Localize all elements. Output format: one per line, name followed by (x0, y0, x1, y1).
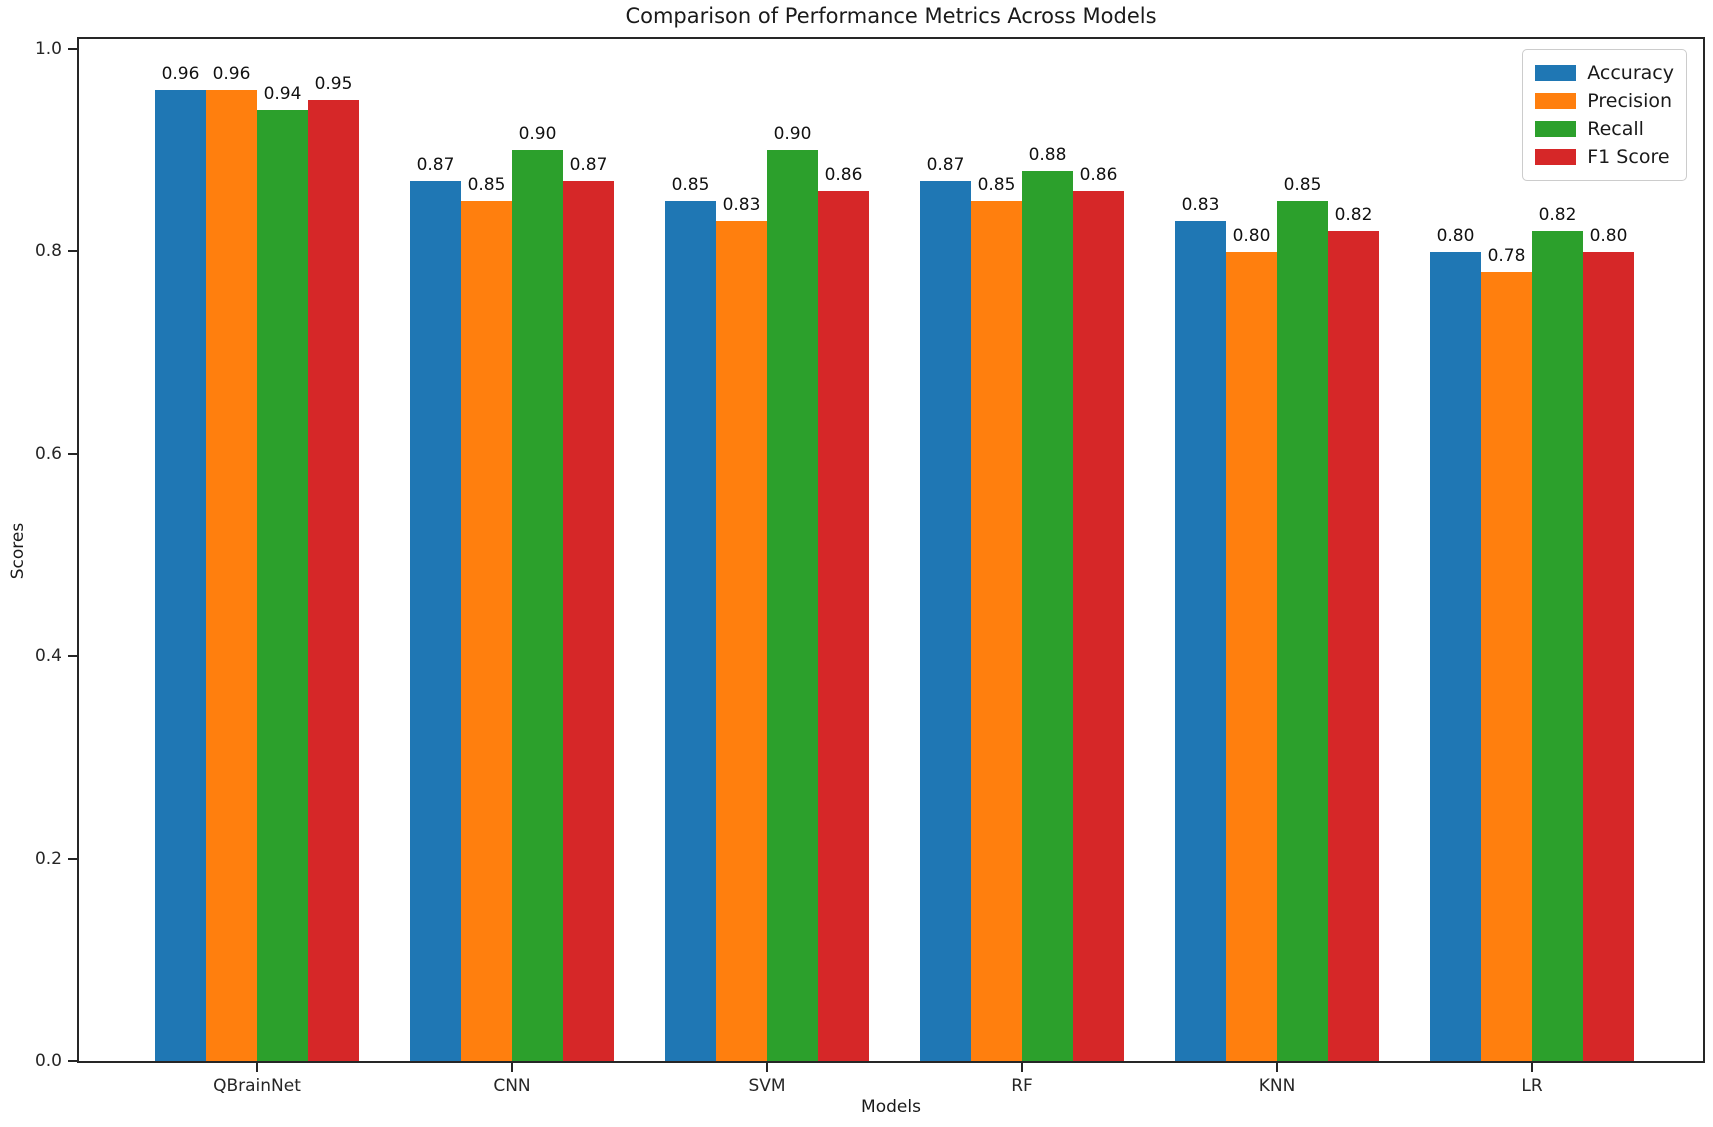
bar-value-label: 0.85 (671, 174, 710, 195)
y-tick-label: 0.6 (34, 443, 62, 464)
bar-recall-rf (1022, 170, 1073, 1061)
y-tick-label: 0.4 (34, 646, 62, 667)
bar-value-label: 0.78 (1487, 245, 1526, 266)
y-tick-label: 1.0 (34, 39, 62, 60)
bar-precision-cnn (461, 200, 512, 1061)
legend-swatch-recall (1535, 121, 1577, 137)
bar-value-label: 0.85 (467, 174, 506, 195)
bar-f1-score-qbrainnet (308, 99, 359, 1061)
bar-value-label: 0.85 (977, 174, 1016, 195)
y-tick-mark (68, 655, 77, 658)
bar-value-label: 0.95 (314, 73, 353, 94)
legend-item-precision: Precision (1535, 87, 1674, 115)
bar-value-label: 0.83 (722, 195, 761, 216)
bar-value-label: 0.86 (1079, 164, 1118, 185)
bar-value-label: 0.86 (824, 164, 863, 185)
y-axis-label: Scores (8, 522, 28, 580)
bar-value-label: 0.94 (263, 83, 302, 104)
bar-recall-qbrainnet (257, 109, 308, 1061)
y-tick-mark (68, 857, 77, 860)
y-tick-mark (68, 250, 77, 253)
bar-value-label: 0.88 (1028, 144, 1067, 165)
bar-precision-qbrainnet (206, 89, 257, 1061)
bar-accuracy-qbrainnet (155, 89, 206, 1061)
x-tick-mark (1531, 1063, 1533, 1072)
bar-value-label: 0.82 (1538, 205, 1577, 226)
legend: Accuracy Precision Recall F1 Score (1522, 49, 1687, 181)
bar-value-label: 0.96 (161, 63, 200, 84)
bar-accuracy-cnn (410, 180, 461, 1061)
legend-item-accuracy: Accuracy (1535, 59, 1674, 87)
legend-label: Recall (1587, 118, 1644, 140)
bar-value-label: 0.90 (773, 124, 812, 145)
bar-accuracy-svm (665, 200, 716, 1061)
x-tick-label-cnn: CNN (493, 1076, 531, 1096)
legend-swatch-accuracy (1535, 65, 1577, 81)
y-tick-label: 0.0 (34, 1051, 62, 1071)
y-tick-mark (68, 1060, 77, 1062)
bar-recall-cnn (512, 150, 563, 1061)
legend-label: F1 Score (1587, 146, 1670, 168)
plot-area: 0.96 0.96 0.94 0.95 0.87 0.85 0.90 0.87 0.85 0.83… (77, 37, 1705, 1063)
legend-label: Precision (1587, 90, 1673, 112)
y-tick-label: 0.8 (34, 241, 62, 262)
bar-precision-knn (1226, 251, 1277, 1061)
x-tick-label-knn: KNN (1258, 1076, 1296, 1096)
y-tick-mark (68, 48, 77, 51)
bar-accuracy-knn (1175, 221, 1226, 1061)
bar-recall-svm (767, 150, 818, 1061)
y-tick-mark (68, 452, 77, 455)
x-tick-mark (511, 1063, 513, 1072)
x-tick-label-svm: SVM (748, 1076, 786, 1096)
bar-precision-lr (1481, 271, 1532, 1061)
bar-accuracy-rf (920, 180, 971, 1061)
bar-f1-score-svm (818, 190, 869, 1061)
x-tick-label-qbrainnet: QBrainNet (213, 1076, 301, 1096)
x-tick-label-rf: RF (1011, 1076, 1033, 1096)
bar-precision-svm (716, 221, 767, 1061)
x-tick-mark (1021, 1063, 1023, 1072)
bar-precision-rf (971, 200, 1022, 1061)
x-tick-label-lr: LR (1521, 1076, 1543, 1096)
x-tick-mark (256, 1063, 258, 1072)
bar-value-label: 0.87 (416, 154, 455, 175)
y-tick-label: 0.2 (34, 848, 62, 869)
legend-swatch-precision (1535, 93, 1577, 109)
bar-value-label: 0.80 (1589, 225, 1628, 246)
bar-value-label: 0.82 (1334, 205, 1373, 226)
bar-f1-score-knn (1328, 231, 1379, 1061)
bar-recall-knn (1277, 200, 1328, 1061)
bar-f1-score-rf (1073, 190, 1124, 1061)
bar-value-label: 0.80 (1436, 225, 1475, 246)
x-tick-mark (766, 1063, 768, 1072)
x-axis-label: Models (861, 1097, 921, 1117)
bar-recall-lr (1532, 231, 1583, 1061)
legend-swatch-f1-score (1535, 149, 1577, 165)
bar-value-label: 0.87 (926, 154, 965, 175)
bar-value-label: 0.90 (518, 124, 557, 145)
bar-value-label: 0.85 (1283, 174, 1322, 195)
bar-f1-score-lr (1583, 251, 1634, 1061)
legend-label: Accuracy (1587, 62, 1674, 84)
legend-item-f1-score: F1 Score (1535, 143, 1674, 171)
bar-value-label: 0.87 (569, 154, 608, 175)
bar-value-label: 0.96 (212, 63, 251, 84)
bar-accuracy-lr (1430, 251, 1481, 1061)
legend-item-recall: Recall (1535, 115, 1674, 143)
chart-title: Comparison of Performance Metrics Across… (625, 4, 1157, 28)
x-tick-mark (1276, 1063, 1278, 1072)
bar-f1-score-cnn (563, 180, 614, 1061)
bar-value-label: 0.83 (1181, 195, 1220, 216)
bar-value-label: 0.80 (1232, 225, 1271, 246)
